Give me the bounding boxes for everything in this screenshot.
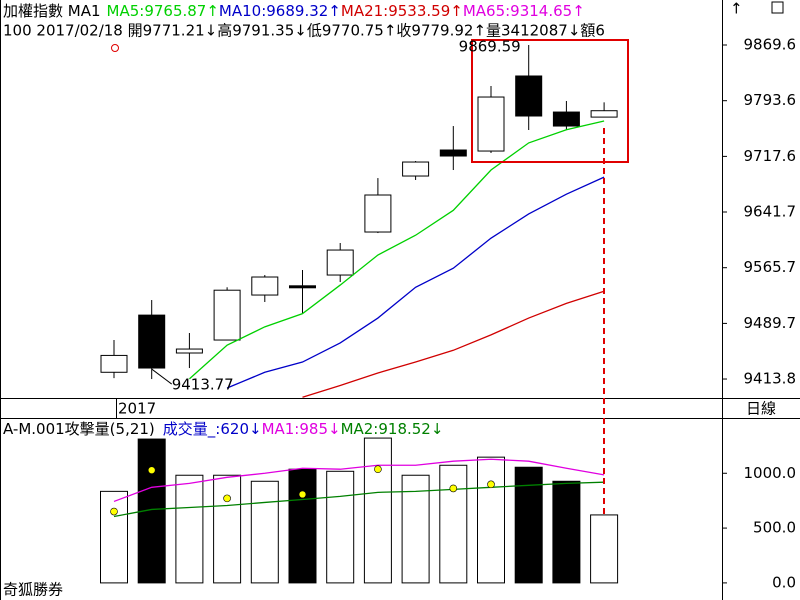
volume-bar — [439, 464, 468, 584]
legend-entry: MA2:918.52↓ — [341, 420, 444, 438]
legend-entry: MA65:9314.65↑ — [463, 2, 585, 20]
y-tick-label: 9565.7 — [744, 258, 797, 276]
volume-header: A-M.001攻擊量(5,21) 成交量_:620↓MA1:985↓MA2:918… — [3, 420, 443, 439]
y-tick-label: 9413.8 — [744, 370, 797, 388]
candle-body — [439, 149, 467, 157]
legend-entry: MA5:9765.87↑ — [107, 2, 219, 20]
y-tick-label: 9489.7 — [744, 314, 797, 332]
candle-body — [289, 285, 316, 289]
candle-body — [213, 289, 241, 341]
candle-body — [552, 111, 580, 127]
volume-bar — [514, 466, 543, 584]
candle-body — [326, 249, 354, 276]
volume-bar — [401, 474, 430, 584]
highlight-box — [471, 39, 629, 163]
ma-line — [302, 290, 605, 398]
candle-body — [364, 194, 392, 233]
volume-bar — [326, 470, 355, 584]
volume-bar — [175, 474, 204, 584]
signal-dot — [449, 484, 458, 493]
y-tick-label: 9793.6 — [744, 91, 797, 109]
window-button[interactable] — [771, 1, 784, 14]
ma-line — [113, 481, 605, 518]
candle-body — [138, 314, 166, 369]
volume-bar — [552, 480, 581, 584]
volume-bar — [288, 468, 317, 584]
volume-bar — [100, 490, 128, 584]
legend-entry: MA1:985↓ — [262, 420, 341, 438]
ma-line — [188, 120, 605, 380]
volume-plot — [100, 437, 619, 584]
volume-bar — [363, 437, 392, 584]
legend-entry: MA21:9533.59↑ — [341, 2, 463, 20]
x-label: 2017 — [118, 400, 156, 418]
y-tick-label: 500.0 — [753, 519, 796, 537]
signal-dot — [487, 480, 495, 489]
volume-bar — [477, 456, 505, 584]
labels: 9413.8 9489.7 9565.7 9641.7 9717.6 9793.6 9869… — [3, 2, 796, 599]
candle-body — [175, 348, 203, 354]
candle-body — [100, 354, 128, 373]
annotation-leader — [151, 368, 172, 385]
scroll-arrow[interactable]: ↑ — [730, 0, 743, 18]
candle-body — [515, 75, 543, 117]
footer: 奇狐勝券 — [3, 581, 63, 599]
y-tick-label: 9641.7 — [744, 203, 797, 221]
signal-dot — [374, 465, 382, 474]
ma-line — [226, 176, 605, 389]
y-tick-label: 1000.0 — [744, 464, 797, 482]
signal-dot — [147, 466, 156, 474]
annotation: 9869.59 — [459, 38, 521, 56]
signal-marker — [111, 44, 119, 52]
y-tick-label: 9869.6 — [744, 35, 797, 53]
volume-bar — [250, 480, 279, 584]
candle-body — [402, 161, 430, 177]
legend-entry: MA10:9689.32↑ — [219, 2, 341, 20]
candle-body — [477, 96, 505, 152]
y-tick-label: 9717.6 — [744, 147, 797, 165]
y-tick-label: 0.0 — [772, 573, 796, 591]
volume-bar — [590, 514, 619, 584]
volume-bar — [213, 474, 242, 584]
candle-body — [251, 276, 279, 296]
info-line: 100 2017/02/18 開9771.21↓高9791.35↓低9770.7… — [3, 22, 605, 40]
candle-body — [590, 110, 618, 118]
chart-title: 加權指數 MA1 — [3, 2, 101, 20]
signal-dot — [298, 490, 307, 499]
legend-entry: 成交量_:620↓ — [163, 420, 262, 439]
price-plot — [100, 45, 618, 398]
header: 加權指數 MA1 MA5:9765.87↑MA10:9689.32↑MA21:95… — [3, 2, 585, 20]
signal-dot — [223, 494, 231, 503]
chart-title: A-M.001攻擊量(5,21) — [3, 420, 155, 438]
period-label: 日線 — [746, 400, 776, 418]
signal-dot — [110, 507, 118, 516]
annotation: 9413.77 — [172, 376, 234, 394]
ma-line — [113, 458, 605, 503]
